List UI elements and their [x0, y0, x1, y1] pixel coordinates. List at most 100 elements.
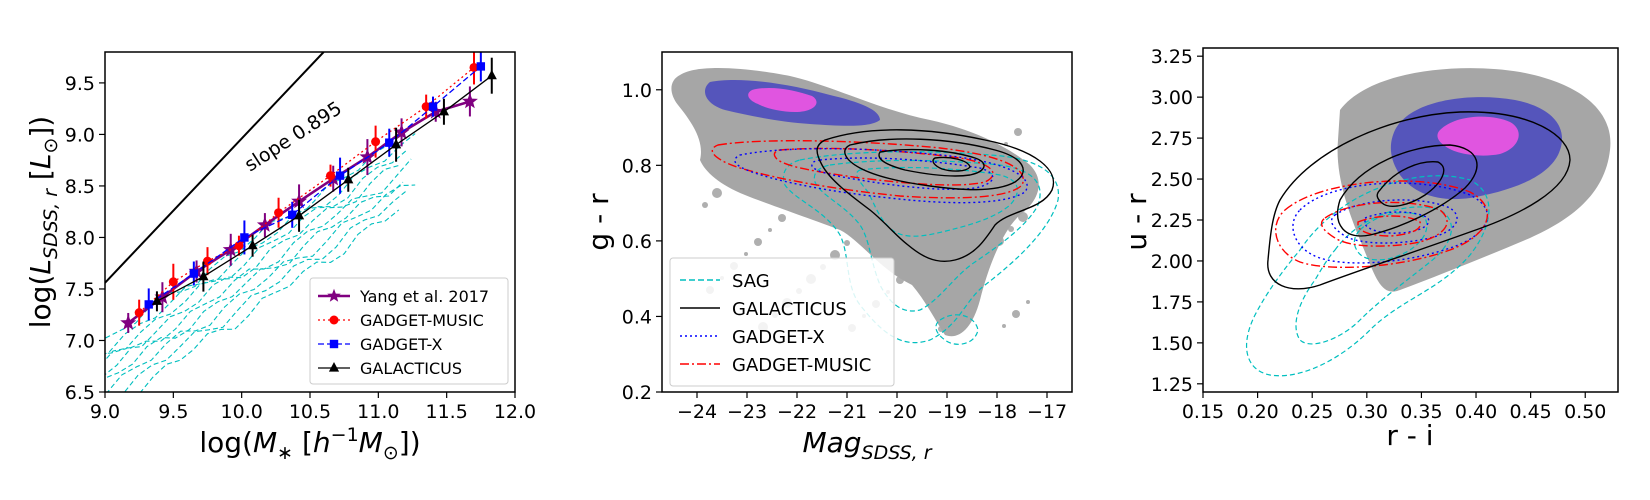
x-tick-label: 0.35 — [1400, 401, 1442, 423]
galacticus-point — [293, 209, 305, 220]
x-tick-label: 0.15 — [1182, 401, 1224, 423]
observed-density-fill — [1337, 68, 1611, 292]
density-speck — [1002, 324, 1006, 328]
y-tick-label: 2.75 — [1151, 128, 1193, 150]
density-speck — [750, 154, 756, 160]
density-speck — [734, 136, 744, 146]
gadget-music-point — [234, 241, 244, 251]
density-speck — [778, 214, 786, 222]
slope-reference-line — [105, 52, 325, 284]
yang-et-al-2017-point — [120, 314, 137, 330]
x-tick-label: 0.40 — [1455, 401, 1497, 423]
x-tick-label: 0.50 — [1564, 401, 1606, 423]
density-speck — [744, 252, 748, 256]
galacticus-point — [438, 105, 450, 116]
x-tick-label: −19 — [927, 401, 967, 423]
density-speck — [1008, 226, 1014, 232]
density-speck — [1014, 128, 1022, 136]
yang-et-al-2017-point — [154, 288, 171, 304]
legend: Yang et al. 2017 GADGET-MUSIC GADGET-X GALA… — [309, 277, 509, 385]
density-speck — [962, 302, 968, 308]
legend-label-galacticus: GALACTICUS — [360, 359, 462, 378]
yang-et-al-2017-point — [393, 124, 410, 140]
yang-et-al-2017-point — [359, 148, 376, 164]
density-speck — [802, 190, 810, 198]
density-speck — [932, 214, 936, 218]
gadget-x-line — [148, 65, 482, 305]
density-speck — [754, 238, 762, 246]
galacticus-point — [343, 173, 354, 184]
legend-label-yang-et-al-2017: Yang et al. 2017 — [359, 287, 489, 306]
density-speck — [844, 240, 850, 246]
density-speck — [1026, 300, 1030, 304]
x-tick-label: 0.20 — [1236, 401, 1278, 423]
x-axis-label: log(M∗ [h−1M⊙]) — [199, 424, 420, 464]
density-speck — [894, 248, 902, 256]
sag-contour-line — [105, 158, 412, 376]
y-tick-label: 2.00 — [1151, 251, 1193, 273]
y-tick-label: 8.5 — [65, 176, 95, 198]
x-tick-label: 10.0 — [221, 401, 263, 423]
x-axis-label: r - i — [1386, 419, 1433, 452]
density-speck — [712, 188, 722, 198]
galacticus-contour-lines — [816, 129, 1055, 262]
density-speck — [956, 190, 960, 194]
y-tick-label: 6.5 — [65, 382, 95, 404]
sag-contour-line — [140, 209, 400, 392]
gadget-x-point — [288, 210, 297, 219]
density-level-inner — [748, 87, 817, 112]
y-tick-label: 3.00 — [1151, 87, 1193, 109]
x-tick-label: 9.0 — [90, 401, 120, 423]
density-speck — [914, 140, 920, 146]
y-tick-label: 3.25 — [1151, 46, 1193, 68]
density-speck — [908, 238, 912, 242]
density-speck — [724, 150, 730, 156]
density-speck — [970, 260, 980, 270]
y-tick-label: 0.4 — [622, 306, 652, 328]
sag-contour-line — [105, 181, 404, 379]
density-speck — [854, 226, 864, 236]
yang-et-al-2017-point — [222, 241, 239, 257]
y-tick-label: 7.0 — [65, 330, 95, 352]
panel-luminosity-mass: 9.0 9.5 10.0 10.5 11.0 11.5 12.0 6.5 7.0 7.5 8.0 8.… — [24, 51, 536, 464]
legend-label-gadget-x: GADGET-X — [360, 335, 442, 354]
density-speck — [698, 118, 702, 122]
slope-annotation: slope 0.895 — [241, 97, 346, 176]
density-speck — [852, 198, 862, 208]
gadget-music-point — [469, 62, 479, 72]
gadget-music-point — [371, 137, 381, 147]
gadget-x-contour-lines — [734, 147, 1028, 204]
gadget-music-point — [168, 277, 178, 287]
y-axis-label: log(LSDSS, r [L⊙]) — [24, 116, 62, 328]
x-tick-label: 0.25 — [1291, 401, 1333, 423]
density-speck — [838, 128, 842, 132]
sag-contour-line — [105, 149, 408, 355]
galacticus-point — [198, 270, 209, 281]
y-axis-label: g - r — [582, 193, 615, 251]
density-speck — [1012, 310, 1020, 318]
x-tick-label: −23 — [727, 401, 767, 423]
gadget-music-point — [421, 102, 431, 112]
gadget-x-point — [476, 62, 486, 71]
x-tick-label: −20 — [877, 401, 917, 423]
x-tick-label: 9.5 — [158, 401, 188, 423]
y-tick-label: 0.2 — [622, 382, 652, 404]
x-tick-label: −18 — [977, 401, 1017, 423]
gadget-music-point — [134, 308, 144, 318]
density-speck — [918, 224, 926, 232]
gadget-x-point — [385, 138, 394, 147]
density-speck — [1018, 212, 1028, 222]
y-tick-label: 8.0 — [65, 227, 95, 249]
x-tick-label: 11.0 — [357, 401, 399, 423]
y-tick-label: 9.5 — [65, 73, 95, 95]
legend-marker-gadget-music — [329, 315, 339, 325]
legend-label-gadget-x: GADGET-X — [732, 327, 825, 348]
galacticus-point — [247, 239, 258, 250]
x-tick-label: 0.45 — [1509, 401, 1551, 423]
galacticus-point — [486, 69, 497, 80]
x-tick-label: 0.30 — [1346, 401, 1388, 423]
y-tick-label: 1.0 — [622, 80, 652, 102]
y-tick-label: 0.6 — [622, 231, 652, 253]
density-speck — [792, 204, 796, 208]
yang-et-al-2017-point — [461, 93, 478, 109]
